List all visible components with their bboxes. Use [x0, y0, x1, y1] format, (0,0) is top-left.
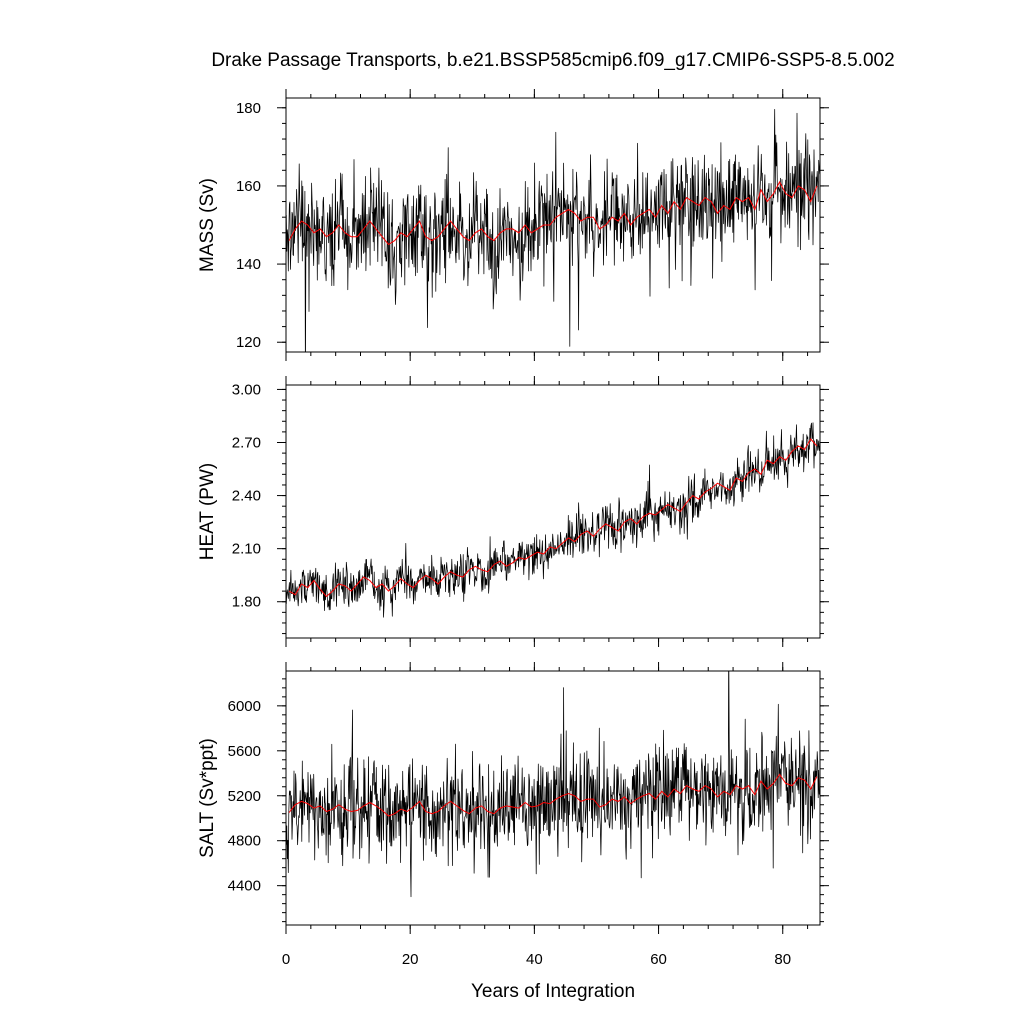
- plot-frame-heat: [285, 384, 821, 639]
- x-axis-label: Years of Integration: [471, 981, 635, 1002]
- x-tick-label: 20: [402, 951, 419, 968]
- axis-ticks-heat: 1.80 2.10 2.40 2.70 3.00: [232, 376, 829, 647]
- monthly-series-heat: [286, 422, 820, 618]
- plot-frame-mass: [285, 97, 821, 353]
- monthly-series-line: [286, 109, 820, 352]
- y-tick-label: 4800: [228, 833, 261, 850]
- monthly-series-line: [286, 422, 820, 618]
- y-tick-label: 160: [236, 178, 261, 195]
- panel-heat: 1.80 2.10 2.40 2.70 3.00 HEAT (PW): [197, 376, 829, 647]
- y-tick-label: 120: [236, 334, 261, 351]
- y-axis-label-salt: SALT (Sv*ppt): [197, 738, 218, 858]
- axis-ticks-mass: 120 140 160 180: [236, 89, 829, 361]
- x-tick-label: 80: [774, 951, 791, 968]
- annual-series-salt: [288, 773, 818, 817]
- y-tick-label: 2.40: [232, 488, 261, 505]
- y-tick-label: 4400: [228, 878, 261, 895]
- y-axis-label-heat: HEAT (PW): [197, 463, 218, 560]
- y-tick-label: 6000: [228, 698, 261, 715]
- annual-series-heat: [288, 438, 818, 598]
- y-tick-label: 180: [236, 100, 261, 117]
- y-tick-label: 140: [236, 256, 261, 273]
- monthly-series-salt: [286, 671, 820, 898]
- monthly-series-mass: [286, 109, 820, 352]
- plot-frame-salt: [285, 670, 821, 926]
- y-tick-label: 2.70: [232, 435, 261, 452]
- x-tick-label: 60: [650, 951, 667, 968]
- x-tick-label: 40: [526, 951, 543, 968]
- annual-series-mass: [288, 180, 818, 246]
- panel-mass: 120 140 160 180 MASS (Sv): [197, 89, 829, 361]
- y-axis-label-mass: MASS (Sv): [197, 178, 218, 272]
- y-tick-label: 1.80: [232, 594, 261, 611]
- x-tick-label: 0: [282, 951, 290, 968]
- chart-title: Drake Passage Transports, b.e21.BSSP585c…: [211, 50, 894, 71]
- y-tick-label: 5200: [228, 788, 261, 805]
- panel-salt: 4400 4800 5200 5600 6000 SALT (Sv*ppt): [197, 662, 829, 934]
- y-tick-label: 5600: [228, 743, 261, 760]
- x-tick-labels: 0 20 40 60 80: [282, 951, 791, 968]
- axis-ticks-salt: 4400 4800 5200 5600 6000: [228, 662, 829, 934]
- y-tick-label: 3.00: [232, 381, 261, 398]
- monthly-series-line: [286, 671, 820, 898]
- y-tick-label: 2.10: [232, 541, 261, 558]
